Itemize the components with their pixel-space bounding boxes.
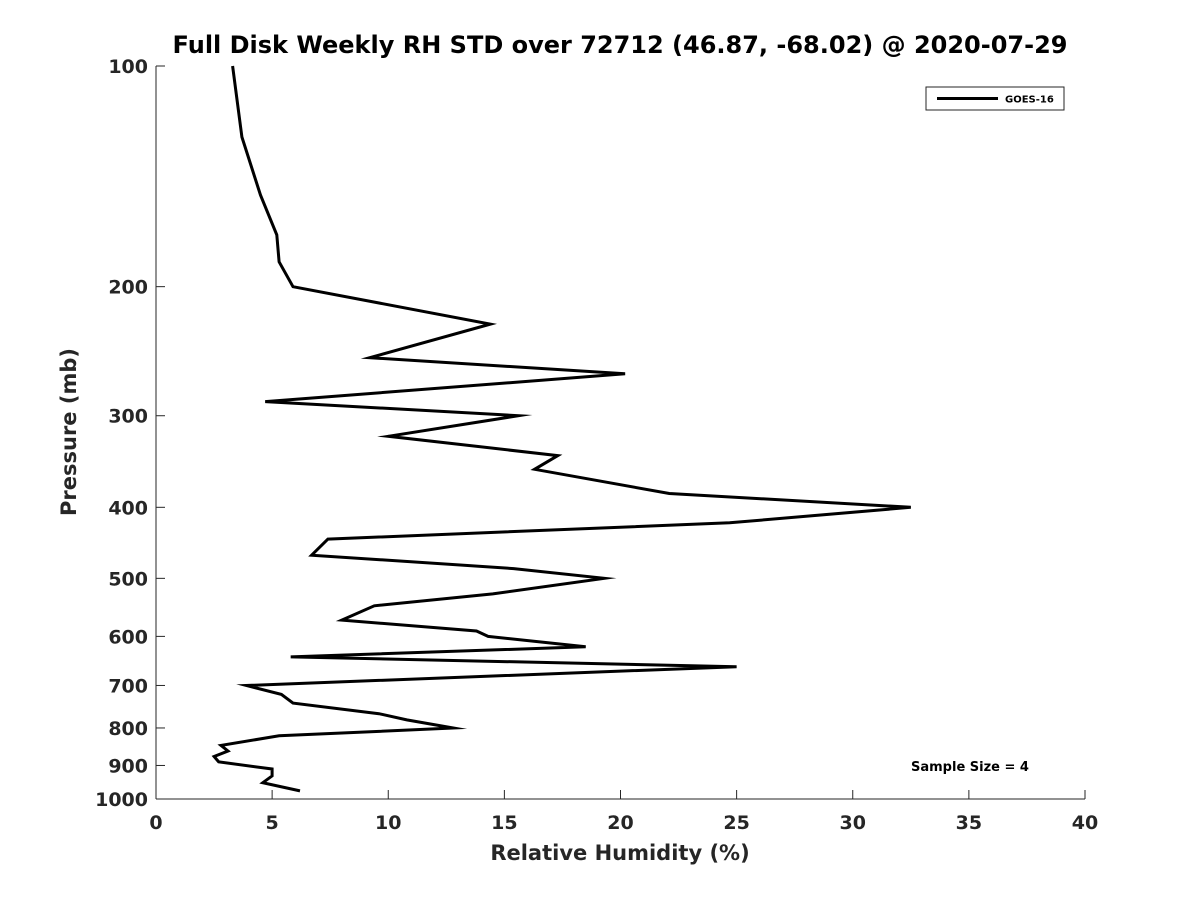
plot-area	[156, 66, 1085, 799]
y-tick-label: 200	[108, 277, 148, 299]
y-tick-label: 700	[108, 675, 148, 697]
x-tick-label: 10	[375, 812, 401, 834]
x-tick-label: 15	[491, 812, 517, 834]
y-axis-label: Pressure (mb)	[57, 348, 81, 516]
y-tick-label: 600	[108, 626, 148, 648]
x-tick-label: 5	[266, 812, 279, 834]
x-tick-label: 40	[1072, 812, 1098, 834]
sample-size-annotation: Sample Size = 4	[911, 760, 1029, 775]
series-line-goes-16	[211, 65, 911, 793]
y-tick-label: 300	[108, 406, 148, 428]
y-tick-label: 800	[108, 718, 148, 740]
x-tick-label: 25	[723, 812, 749, 834]
x-tick-label: 0	[149, 812, 162, 834]
y-tick-label: 100	[108, 56, 148, 78]
series-group	[211, 65, 911, 793]
y-tick-label: 500	[108, 568, 148, 590]
x-axis-label: Relative Humidity (%)	[490, 841, 749, 865]
legend[interactable]: GOES-16	[925, 86, 1065, 111]
y-tick-label: 400	[108, 497, 148, 519]
axes-group: 0 5 10 15 20 25 30 35 40 100 200 300 400 500 600 700 800…	[95, 56, 1098, 834]
legend-label-goes-16: GOES-16	[1005, 95, 1054, 106]
chart-title: Full Disk Weekly RH STD over 72712 (46.8…	[173, 31, 1068, 59]
y-tick-label: 1000	[95, 789, 148, 811]
x-tick-label: 35	[956, 812, 982, 834]
y-tick-label: 900	[108, 755, 148, 777]
x-tick-label: 30	[840, 812, 866, 834]
x-tick-label: 20	[607, 812, 633, 834]
